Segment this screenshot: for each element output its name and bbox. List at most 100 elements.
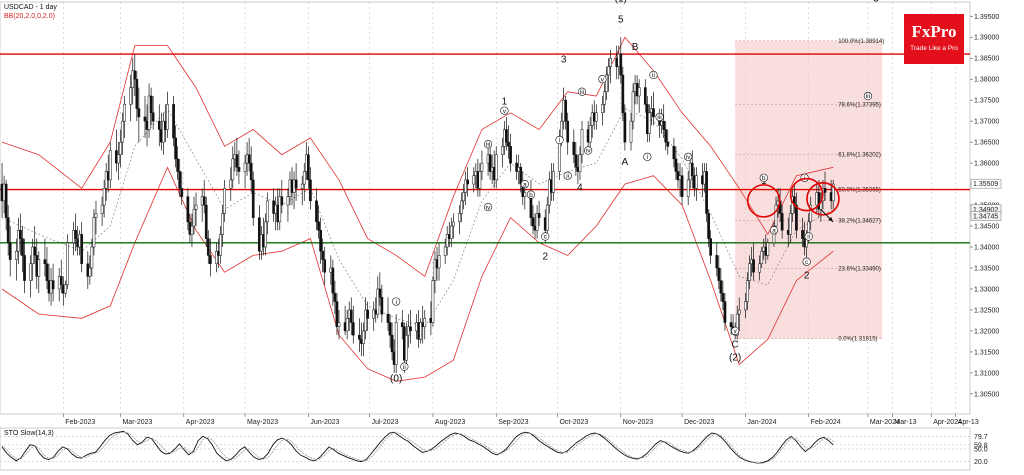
candle-body [151,112,155,122]
candle-body [247,154,251,164]
y-tick-label: 1.32000 [974,328,999,335]
candle-body [766,242,770,256]
candle-body [686,179,690,197]
sto-k-line [1,430,834,464]
candle-body [351,322,355,336]
candle-body [286,196,290,206]
candle-body [206,238,210,256]
candle-body [717,267,721,281]
sto-tick-label: 59.8 [974,442,988,449]
candle-body [362,330,365,344]
fib-level-label: 78.6%(1.37395) [838,103,881,109]
candle-body [345,318,349,332]
candle-body [780,213,784,231]
candle-body [719,280,723,294]
axes: 1.39500 1.39000 1.38500 1.38000 1.37500 1.370… [63,14,1002,426]
candle-body [323,259,327,273]
candle-body [23,255,26,281]
wave-label: (1) [615,0,627,5]
candle-body [662,120,666,130]
x-tick-label: Jun-2023 [310,419,339,426]
candle-body [251,179,255,218]
candle-body [480,162,484,172]
candle-body [235,154,239,168]
wave-minor-circle [684,152,693,161]
bb-middle [1,108,834,328]
candle-body [578,154,582,172]
candle-body [535,213,539,231]
wave-minor-circle [563,171,572,180]
candle-body [501,146,504,155]
wave-minor-label: ii [403,364,406,371]
candle-body [278,196,282,223]
candle-body [795,204,798,231]
candle-body [302,171,306,185]
candle-body [709,238,713,256]
candle-body [760,250,764,265]
y-tick-label: 1.31000 [974,370,999,377]
candle-body [603,91,606,105]
logo-name: FxPro [911,22,957,41]
candle-body [648,112,651,134]
candle-body [80,234,84,265]
candle-body [129,87,133,105]
chart-symbol-title: USDCAD - 1 day [4,4,57,11]
bb-upper [1,36,834,278]
wave-minor-circle [555,135,564,145]
wave-minor-circle [802,257,811,266]
candle-body [178,171,182,189]
candle-body [609,57,612,67]
candle-body [317,221,320,231]
candle-body [135,78,139,109]
candle-body [229,179,233,189]
candle-body [823,188,827,193]
candle-body [307,154,310,181]
price-tag-label: 1.34745 [973,213,998,220]
candle-body [335,301,339,327]
wave-minor-label: i [559,137,560,144]
candle-body [157,120,161,130]
resistance-touch-circle [746,184,781,218]
bb-lower [1,166,834,382]
candle-body [6,217,10,244]
resistance-touch-circle [789,177,824,212]
wave-minor-circle [483,203,493,212]
y-tick-label: 1.38500 [974,56,999,63]
candle-body [133,70,137,80]
wave-minor-circle [520,179,529,189]
candle-body [300,183,304,189]
candle-body [637,87,641,97]
candle-body [180,188,184,197]
candle-body [580,129,584,155]
candle-body [149,95,153,114]
candle-body [90,246,94,269]
candle-body [605,74,608,93]
candle-body [337,322,341,327]
wave-minor-circle [500,106,509,115]
x-tick-label: Nov-2023 [623,419,653,426]
candle-body [378,288,382,298]
candle-body [462,192,465,202]
wave-minor-label: iv [486,204,491,211]
candle-body [100,204,104,214]
candle-body [358,334,361,340]
candle-body [333,292,337,302]
x-tick-label: Feb-2023 [65,419,95,426]
wave-minor-circle [541,232,550,241]
bollinger-bands [1,36,834,382]
candle-body [266,200,269,223]
wave-minor-label: iii [866,93,870,100]
x-tick-label: Mar-2023 [122,419,152,426]
wave-minor-circle [643,152,652,161]
sto-tick-label: 20.0 [974,459,988,466]
candle-body [264,221,267,248]
candle-body [190,225,194,235]
candle-body [431,280,435,323]
candle-body [607,66,610,76]
candle-body [249,162,253,181]
wave-minor-label: c [805,259,809,266]
candle-body [509,146,512,164]
candle-body [652,108,655,118]
candle-body [672,146,676,160]
candle-body [505,129,508,143]
